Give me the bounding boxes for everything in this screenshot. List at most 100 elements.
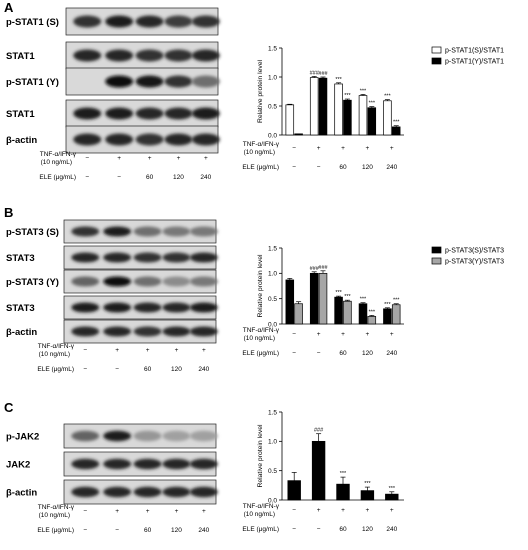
blot-label: β-actin [6, 488, 37, 499]
chart-c-ele-value: 60 [339, 526, 347, 533]
y-tick-label: 1.5 [268, 45, 277, 52]
blot-c-treatment-label: TNF-α/IFN-γ [38, 504, 75, 511]
chart-a-treatment-label: TNF-α/IFN-γ [243, 141, 280, 148]
blot-band [105, 107, 134, 120]
blot-band [105, 15, 134, 28]
blot-band [73, 15, 102, 28]
chart-c-treatment-label: TNF-α/IFN-γ [243, 503, 280, 510]
blot-band [103, 252, 132, 263]
blot-label: STAT3 [6, 303, 35, 314]
blot-panel-a: Ap-STAT1 (S) STAT1 p-STAT1 (Y) STAT1 β-actin [4, 0, 220, 154]
significance-mark: *** [369, 309, 376, 315]
blot-band [135, 49, 164, 62]
bar [358, 303, 368, 325]
blot-band [73, 107, 102, 120]
significance-mark: *** [340, 471, 347, 477]
blot-a-ele-value: − [85, 174, 89, 181]
chart-c-treatment-value: + [317, 507, 321, 514]
y-tick-label: 1.0 [268, 271, 277, 278]
blot-label: β-actin [6, 135, 37, 146]
bar-chart-a: 0.0 0.5 1.0 1.5 Relative protein level ### ***… [257, 45, 504, 139]
blot-band [103, 458, 132, 470]
y-tick-label: 1.5 [268, 409, 277, 416]
chart-c-treatment-concentration: (10 ng/mL) [244, 511, 275, 518]
blot-band [105, 133, 134, 146]
chart-a-ele-value: − [292, 164, 296, 171]
blot-band [164, 107, 193, 120]
blot-band [191, 133, 220, 146]
chart-b-treatment-label: TNF-α/IFN-γ [243, 327, 280, 334]
bar [383, 308, 392, 325]
significance-mark: *** [344, 93, 351, 99]
bar [318, 77, 328, 136]
blot-band [191, 49, 220, 62]
blot-a-treatment-concentration: (10 ng/mL) [41, 159, 72, 166]
blot-c-ele-value: 120 [171, 527, 182, 534]
blot-b-treatment-value: + [202, 347, 206, 354]
blot-band [164, 15, 193, 28]
bar [287, 480, 301, 501]
blot-label: STAT1 [6, 109, 35, 120]
blot-band [133, 430, 162, 442]
y-tick-label: 0.5 [268, 296, 277, 303]
blot-a-treatment-value: + [204, 155, 208, 162]
blot-c-ele-value: − [83, 527, 87, 534]
chart-a-ele-value: − [317, 164, 321, 171]
blot-band [189, 458, 218, 470]
significance-mark: *** [369, 101, 376, 107]
chart-b-ele-value: 240 [386, 350, 397, 357]
significance-mark: ### [314, 428, 324, 434]
significance-mark: *** [393, 298, 400, 304]
blot-a-treatment-value: + [148, 155, 152, 162]
chart-c-treatment-value: − [292, 507, 296, 514]
y-axis-label: Relative protein level [257, 424, 264, 488]
blot-band [189, 252, 218, 263]
chart-c-ele-value: 240 [386, 526, 397, 533]
blot-band [164, 75, 193, 88]
significance-mark: *** [344, 294, 351, 300]
blot-band [162, 326, 191, 337]
blot-band [103, 430, 132, 442]
chart-c-treatment-value: + [390, 507, 394, 514]
blot-label: β-actin [6, 327, 37, 338]
blot-band [71, 486, 100, 498]
y-axis-label: Relative protein level [257, 59, 264, 123]
blot-c-ele-value: − [115, 527, 119, 534]
blot-c-treatment-concentration: (10 ng/mL) [39, 512, 70, 519]
blot-band [105, 49, 134, 62]
blot-a-treatment-value: − [85, 155, 89, 162]
blot-panel-c: Cp-JAK2 JAK2 β-actin [4, 400, 218, 505]
chart-b-ele-value: 120 [362, 350, 373, 357]
blot-c-ele-value: 240 [198, 527, 209, 534]
significance-mark: *** [360, 88, 367, 94]
y-tick-label: 0.0 [268, 497, 277, 504]
blot-band [191, 75, 220, 88]
bar [391, 126, 401, 136]
significance-mark: *** [360, 297, 367, 303]
blot-band [135, 15, 164, 28]
bar [358, 95, 368, 136]
blot-b-treatment-value: − [83, 347, 87, 354]
blot-band [71, 226, 100, 237]
legend-swatch [431, 57, 442, 65]
blot-band [189, 302, 218, 313]
chart-c-ele-value: − [292, 526, 296, 533]
legend-label: p-STAT1(Y)/STAT1 [445, 59, 504, 66]
legend-swatch [431, 246, 442, 254]
chart-a-treatment-value: + [341, 145, 345, 152]
blot-a-ele-value: 240 [200, 174, 211, 181]
blot-c-treatment-value: + [202, 508, 206, 515]
bar [367, 316, 377, 325]
legend-label: p-STAT3(Y)/STAT3 [445, 259, 504, 266]
blot-b-ele-value: − [83, 366, 87, 373]
chart-b-ele-value: 60 [339, 350, 347, 357]
blot-band [133, 252, 162, 263]
y-tick-label: 0.5 [268, 468, 277, 475]
blot-c-treatment-value: + [146, 508, 150, 515]
significance-mark: ### [310, 266, 320, 272]
bar [294, 133, 303, 136]
blot-b-ele-value: 60 [144, 366, 152, 373]
bar [285, 279, 295, 325]
bar [383, 100, 392, 136]
chart-b-ele-value: − [317, 350, 321, 357]
